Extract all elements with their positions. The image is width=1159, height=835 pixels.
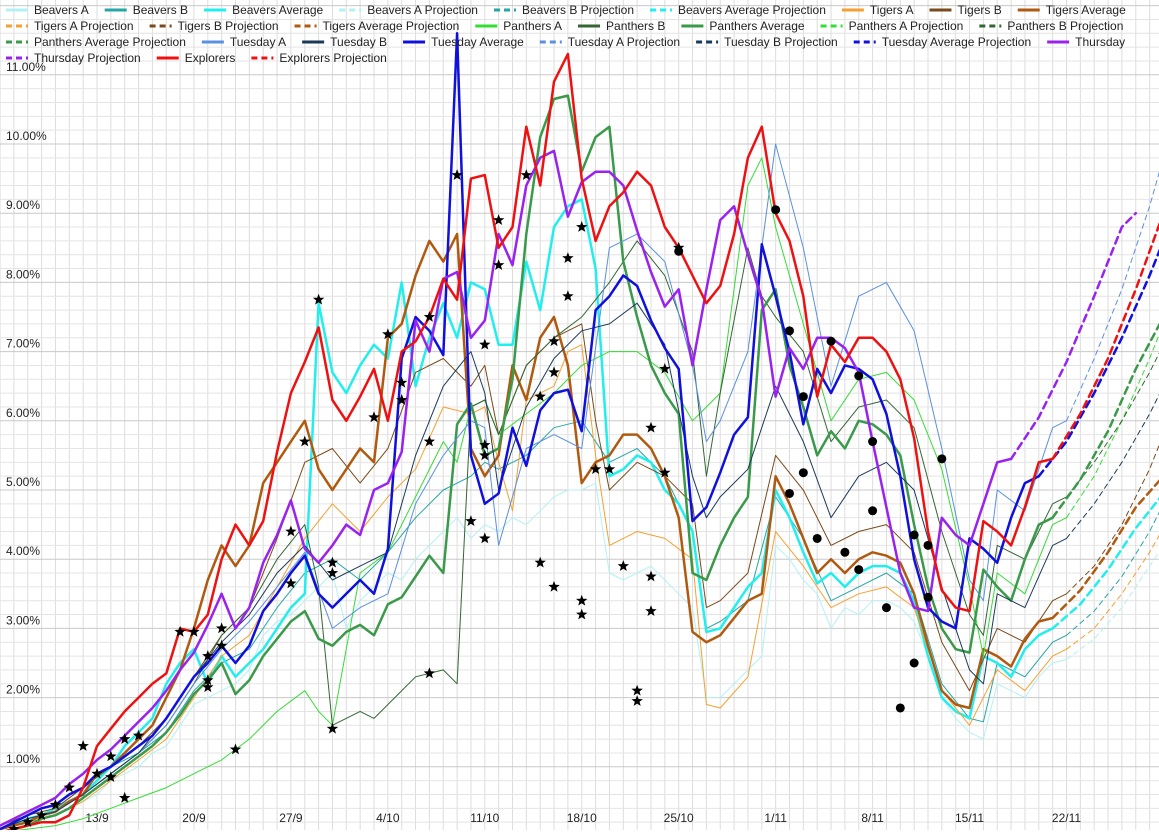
x-tick-label: 15/11 (955, 811, 984, 825)
x-tick-label: 20/9 (182, 811, 206, 825)
dot-marker (785, 489, 794, 498)
legend-label: Beavers B Projection (522, 3, 634, 17)
legend-label: Beavers Average (232, 3, 323, 17)
legend-label: Tigers A (870, 3, 914, 17)
legend-label: Panthers B (606, 19, 665, 33)
x-tick-label: 18/10 (567, 811, 597, 825)
y-tick-label: 1.00% (6, 752, 40, 766)
y-tick-label: 10.00% (6, 129, 47, 143)
dot-marker (799, 392, 808, 401)
dot-marker (854, 565, 863, 574)
y-tick-label: 6.00% (6, 406, 40, 420)
x-tick-label: 11/10 (470, 811, 499, 825)
dot-marker (799, 468, 808, 477)
legend-label: Panthers A (503, 19, 562, 33)
x-tick-label: 8/11 (861, 811, 884, 825)
legend-label: Tigers B (957, 3, 1001, 17)
y-tick-label: 9.00% (6, 198, 40, 212)
legend-label: Thursday (1075, 35, 1125, 49)
y-tick-label: 2.00% (6, 683, 40, 697)
x-tick-label: 25/10 (664, 811, 694, 825)
legend-label: Tuesday A (230, 35, 286, 49)
legend-label: Explorers Projection (279, 51, 386, 65)
dot-marker (840, 548, 849, 557)
legend-label: Tigers A Projection (34, 19, 134, 33)
y-tick-label: 3.00% (6, 613, 40, 627)
y-tick-label: 7.00% (6, 337, 40, 351)
legend-label: Thursday Projection (34, 51, 141, 65)
legend-label: Tigers B Projection (178, 19, 279, 33)
dot-marker (924, 541, 933, 550)
x-tick-label: 22/11 (1052, 811, 1081, 825)
legend-label: Panthers Average (709, 19, 805, 33)
legend-label: Tuesday B (330, 35, 387, 49)
dot-marker (896, 703, 905, 712)
dot-marker (827, 337, 836, 346)
legend-label: Panthers A Projection (849, 19, 964, 33)
legend-label: Beavers A (34, 3, 89, 17)
legend-label: Beavers Average Projection (678, 3, 826, 17)
dot-marker (868, 506, 877, 515)
dot-marker (674, 247, 683, 256)
dot-marker (785, 326, 794, 335)
legend-label: Panthers Average Projection (34, 35, 186, 49)
x-tick-label: 4/10 (376, 811, 400, 825)
dot-marker (910, 530, 919, 539)
dot-marker (924, 593, 933, 602)
legend-label: Tuesday Average Projection (882, 35, 1031, 49)
y-tick-label: 5.00% (6, 475, 40, 489)
x-tick-label: 1/11 (764, 811, 787, 825)
legend-label: Beavers B (133, 3, 188, 17)
dot-marker (882, 603, 891, 612)
legend-label: Tuesday B Projection (724, 35, 838, 49)
dot-marker (910, 659, 919, 668)
legend-label: Tuesday A Projection (568, 35, 680, 49)
dot-marker (854, 371, 863, 380)
legend-label: Tigers Average (1046, 3, 1126, 17)
legend-label: Tigers Average Projection (323, 19, 460, 33)
dot-marker (813, 534, 822, 543)
y-tick-label: 8.00% (6, 267, 40, 281)
x-tick-label: 27/9 (279, 811, 303, 825)
legend-label: Tuesday Average (431, 35, 524, 49)
legend-label: Explorers (185, 51, 236, 65)
dot-marker (771, 205, 780, 214)
dot-marker (868, 437, 877, 446)
y-tick-label: 4.00% (6, 544, 40, 558)
legend-label: Beavers A Projection (367, 3, 478, 17)
legend-label: Panthers B Projection (1007, 19, 1123, 33)
dot-marker (937, 454, 946, 463)
